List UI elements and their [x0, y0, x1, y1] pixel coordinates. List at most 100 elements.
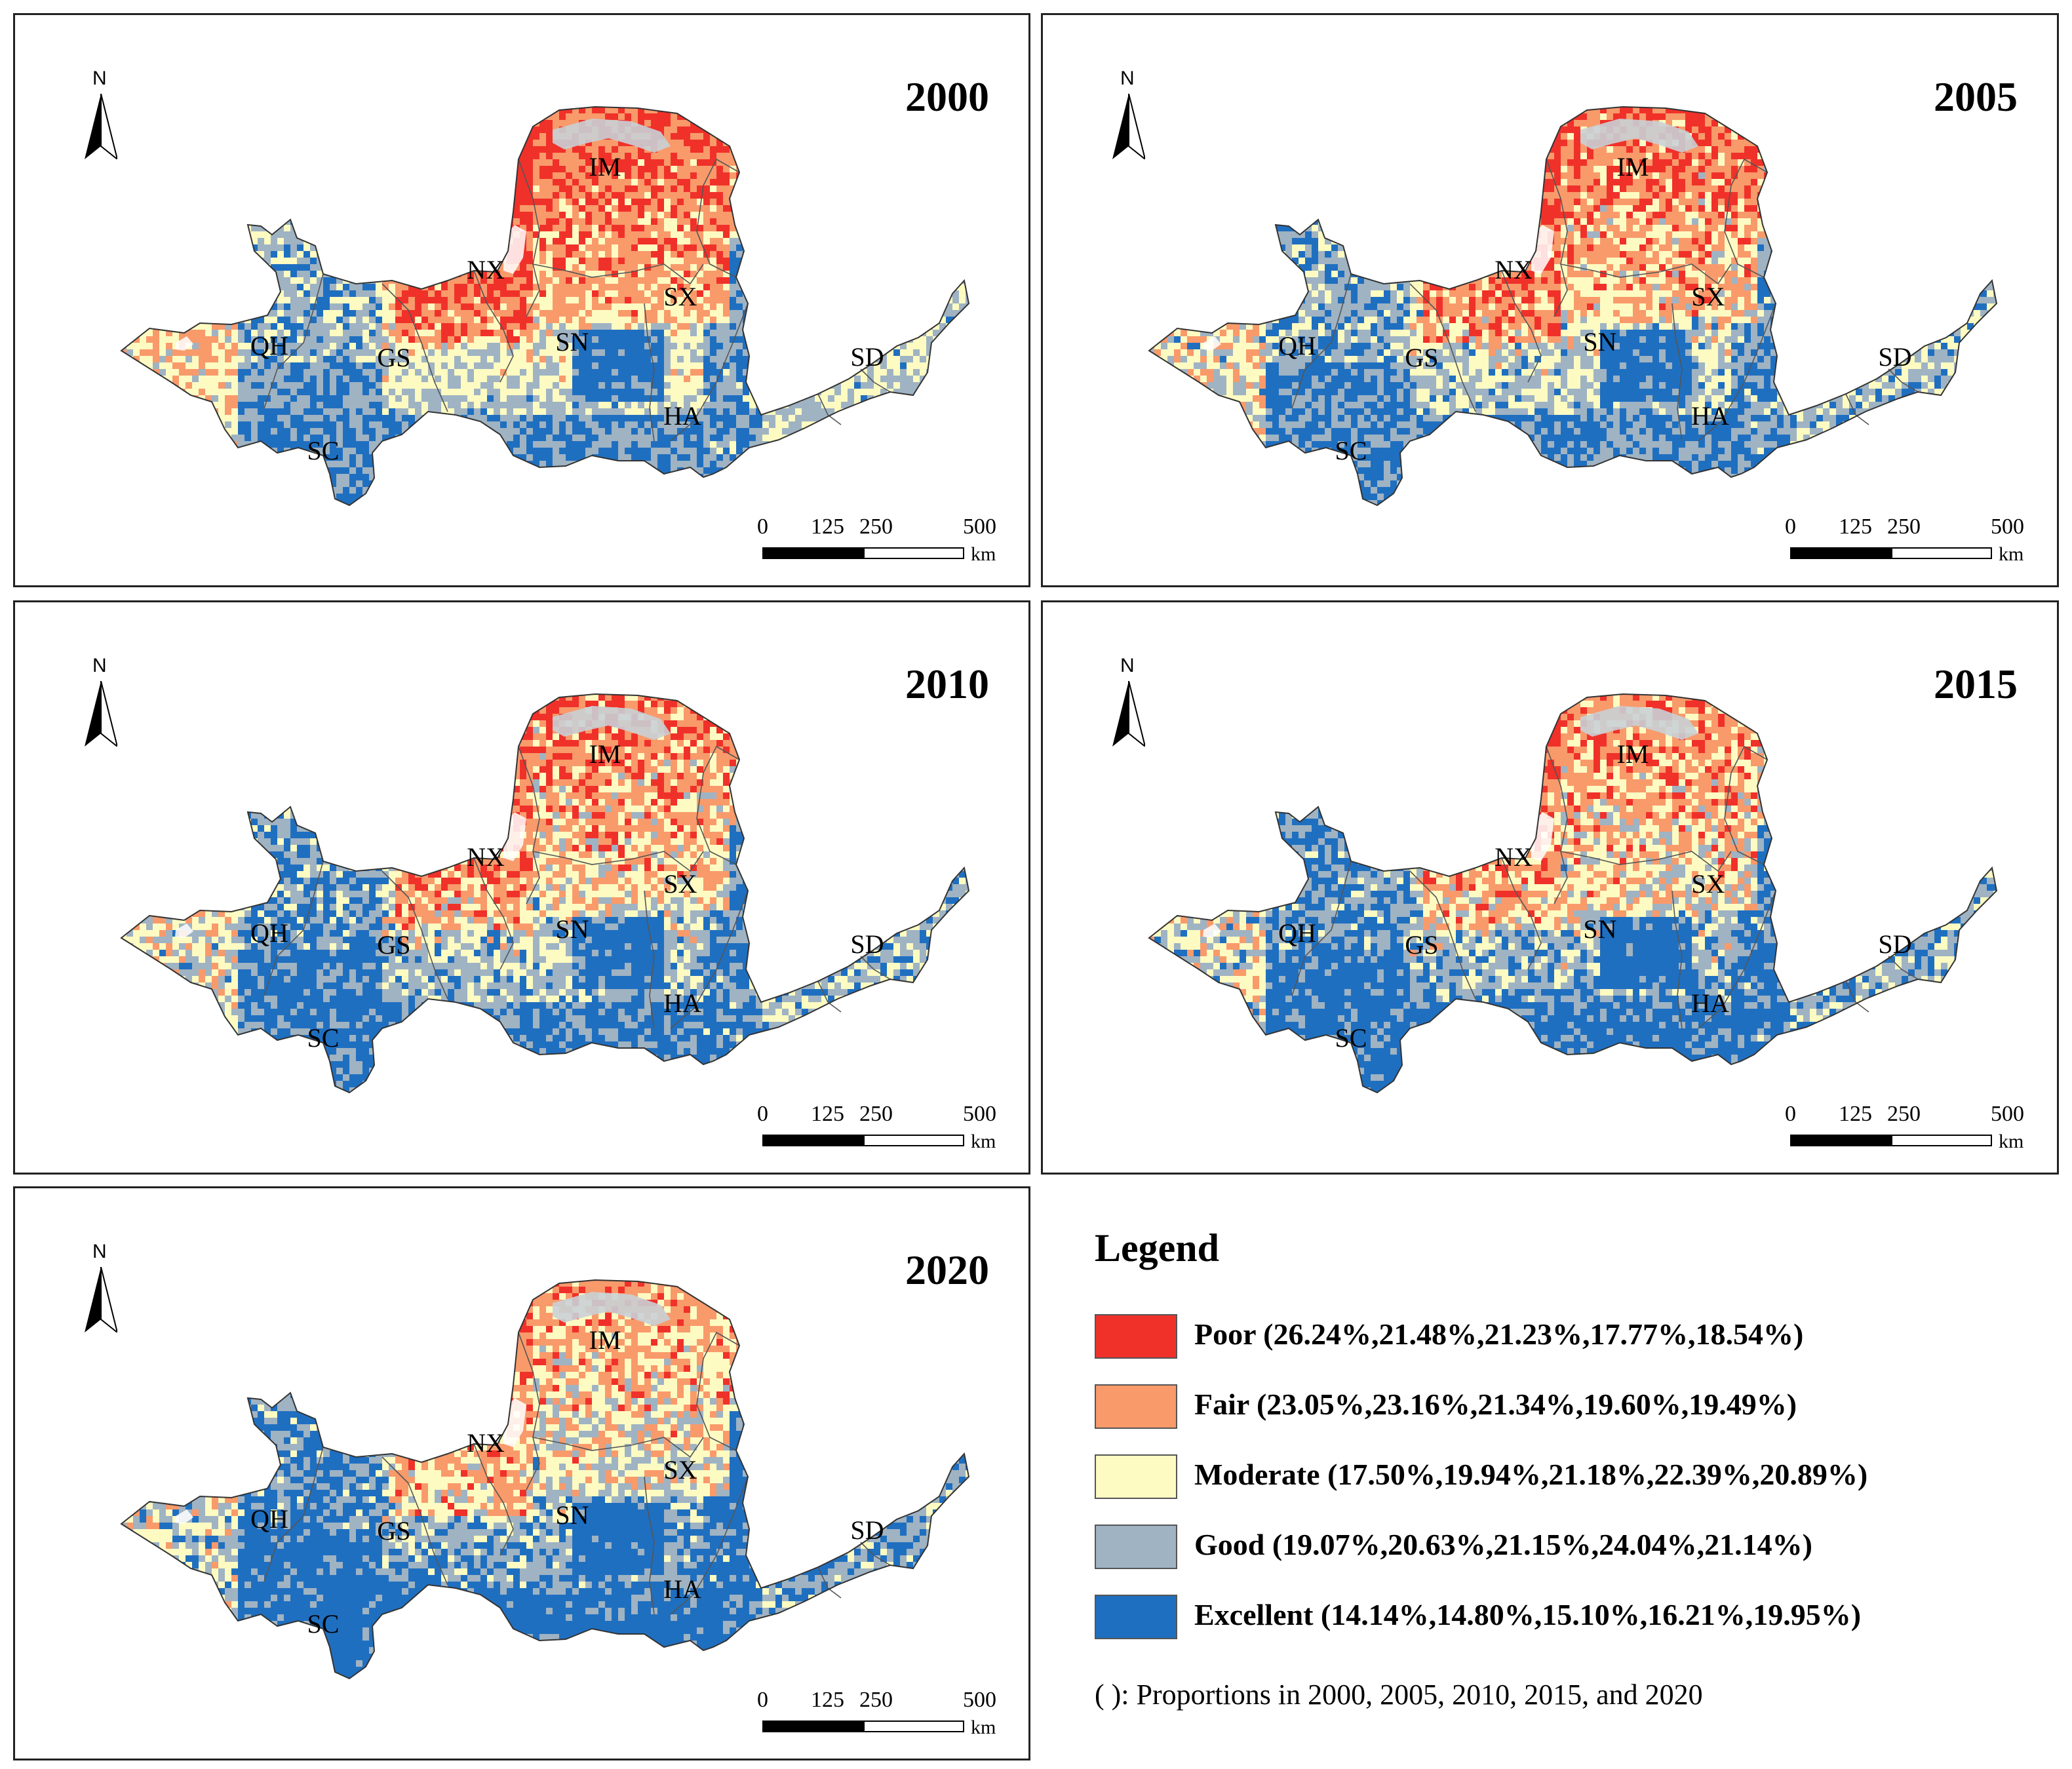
- eqi-raster: [121, 694, 969, 1093]
- north-label: N: [92, 1241, 107, 1263]
- legend-label: Poor (26.24%,21.48%,21.23%,17.77%,18.54%…: [1194, 1317, 1803, 1351]
- province-label: NX: [1495, 842, 1533, 872]
- scale-segment-white: [863, 1720, 964, 1732]
- legend-title: Legend: [1095, 1226, 1219, 1271]
- scale-tick: 125: [811, 1688, 844, 1713]
- province-label: SD: [1878, 929, 1911, 959]
- province-label: HA: [663, 988, 701, 1018]
- eqi-raster: [121, 1280, 969, 1679]
- province-border: [696, 158, 740, 278]
- basin-outline: [120, 1279, 970, 1680]
- province-label: IM: [1617, 152, 1649, 182]
- scale-bar: 0 125 250 500 km: [743, 1688, 996, 1740]
- north-label: N: [1120, 655, 1135, 677]
- province-border: [670, 1476, 749, 1615]
- scale-unit: km: [971, 1131, 996, 1153]
- scale-tick: 250: [859, 515, 893, 539]
- province-border: [381, 283, 448, 412]
- panel-year: 2005: [1934, 73, 2018, 121]
- north-arrow-icon: [1112, 681, 1145, 747]
- province-border: [1501, 857, 1542, 970]
- province-border: [1501, 270, 1542, 383]
- province-border: [1724, 745, 1768, 865]
- province-border: [670, 303, 749, 442]
- scale-tick: 0: [1785, 1102, 1796, 1127]
- province-border: [1546, 746, 1568, 904]
- province-border: [1560, 851, 1732, 872]
- scale-bar: 0 125 250 500 km: [1770, 1102, 2024, 1154]
- province-border: [381, 870, 448, 1000]
- north-arrow: N: [1108, 655, 1148, 753]
- panel-year: 2010: [905, 660, 989, 709]
- province-border: [1560, 263, 1732, 285]
- scale-segment-white: [863, 547, 964, 559]
- province-label: GS: [377, 930, 410, 960]
- province-border: [860, 1542, 891, 1566]
- province-label: HA: [663, 401, 701, 431]
- north-arrow: N: [1108, 68, 1148, 166]
- legend-label: Fair (23.05%,23.16%,21.34%,19.60%,19.49%…: [1194, 1387, 1797, 1422]
- province-border: [532, 851, 704, 872]
- province-border: [1698, 890, 1776, 1029]
- province-border: [860, 368, 891, 393]
- eqi-raster: [1149, 107, 1997, 505]
- scale-tick: 0: [757, 1102, 768, 1127]
- scale-tick: 0: [757, 515, 768, 539]
- province-label: SN: [555, 914, 589, 944]
- province-label: QH: [250, 918, 288, 948]
- scale-segment-white: [1891, 1135, 1992, 1146]
- scale-segment-black: [762, 547, 863, 559]
- legend: Legend Poor (26.24%,21.48%,21.23%,17.77%…: [1095, 1226, 2052, 1737]
- province-label: GS: [377, 1516, 410, 1545]
- province-border: [473, 1443, 514, 1556]
- province-border: [1671, 303, 1683, 442]
- province-label: SX: [663, 1455, 697, 1485]
- province-border: [1546, 159, 1568, 317]
- north-arrow-icon: [1112, 94, 1145, 159]
- province-border: [860, 956, 891, 980]
- scale-tick: 0: [1785, 515, 1796, 539]
- basin-map: IM NX SX QH GS SN SD HA SC: [120, 693, 970, 1094]
- scale-tick: 500: [963, 1102, 996, 1127]
- legend-swatch: [1095, 1314, 1177, 1359]
- province-label: NX: [467, 255, 505, 284]
- province-border: [1291, 861, 1352, 996]
- province-label: SX: [663, 869, 697, 899]
- province-border: [644, 303, 655, 442]
- province-label: SC: [307, 1609, 340, 1639]
- scale-tick: 500: [963, 1688, 996, 1713]
- province-label: QH: [250, 331, 288, 360]
- province-label: SD: [850, 929, 884, 959]
- province-label: SD: [850, 342, 884, 372]
- province-border: [264, 273, 324, 409]
- eqi-raster: [121, 107, 969, 505]
- scale-tick: 250: [859, 1688, 893, 1713]
- legend-note: ( ): Proportions in 2000, 2005, 2010, 20…: [1095, 1678, 1703, 1711]
- legend-label: Excellent (14.14%,14.80%,15.10%,16.21%,1…: [1194, 1597, 1861, 1632]
- province-border: [264, 861, 324, 996]
- basin-outline: [1148, 693, 1998, 1094]
- scale-tick: 125: [1839, 515, 1872, 539]
- scale-segment-black: [762, 1135, 863, 1146]
- province-border: [817, 1566, 842, 1599]
- province-label: SC: [307, 1023, 340, 1053]
- scale-tick: 0: [757, 1688, 768, 1713]
- basin-outline: [1148, 106, 1998, 507]
- province-label: GS: [377, 343, 410, 372]
- scale-tick: 250: [1887, 515, 1921, 539]
- panel-year: 2015: [1934, 660, 2018, 709]
- scale-tick: 250: [859, 1102, 893, 1127]
- province-label: SX: [1691, 869, 1725, 899]
- province-border: [817, 981, 842, 1013]
- panel-year: 2000: [905, 73, 989, 121]
- province-border: [1291, 273, 1352, 409]
- province-border: [696, 745, 740, 865]
- province-label: SD: [1878, 342, 1911, 372]
- legend-swatch: [1095, 1525, 1177, 1569]
- province-border: [518, 159, 540, 317]
- province-border: [1698, 303, 1776, 442]
- scale-tick: 500: [963, 515, 996, 539]
- province-label: HA: [663, 1574, 701, 1604]
- province-border: [1671, 890, 1683, 1029]
- province-border: [1409, 283, 1476, 412]
